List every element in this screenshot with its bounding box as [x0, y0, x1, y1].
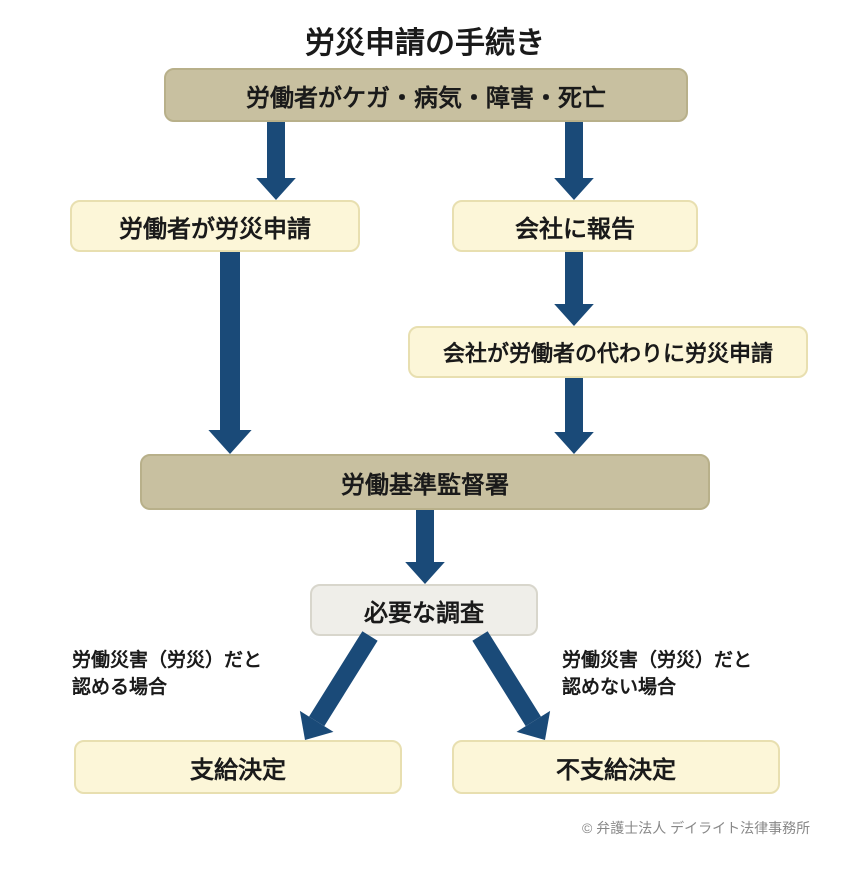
node-company-apply: 会社が労働者の代わりに労災申請 [408, 326, 808, 378]
label-approve-case: 労働災害（労災）だと認める場合 [72, 648, 262, 701]
copyright-text: © 弁護士法人 デイライト法律事務所 [582, 818, 810, 838]
label-reject-case: 労働災害（労災）だと認めない場合 [562, 648, 752, 701]
node-office: 労働基準監督署 [140, 454, 710, 510]
node-start: 労働者がケガ・病気・障害・死亡 [164, 68, 688, 122]
node-rejected: 不支給決定 [452, 740, 780, 794]
node-apply-worker: 労働者が労災申請 [70, 200, 360, 252]
node-approved: 支給決定 [74, 740, 402, 794]
flowchart-canvas: 労災申請の手続き 労働者がケガ・病気・障害・死亡 労働者が労災申請 会社に報告 … [0, 0, 850, 872]
chart-title: 労災申請の手続き [0, 18, 850, 62]
node-investigation: 必要な調査 [310, 584, 538, 636]
node-report-company: 会社に報告 [452, 200, 698, 252]
